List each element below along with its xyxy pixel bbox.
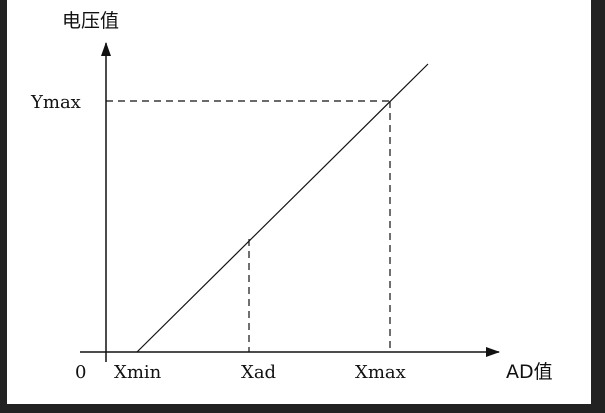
xmax-label: Xmax [355, 362, 406, 383]
xad-label: Xad [241, 362, 276, 383]
xmin-label: Xmin [114, 362, 162, 383]
diagram-panel: 电压值 AD值 0 Ymax Xmin Xad Xmax [7, 0, 591, 404]
x-axis-label: AD值 [506, 361, 553, 383]
origin-label: 0 [75, 362, 86, 383]
calibration-diagram: 电压值 AD值 0 Ymax Xmin Xad Xmax [30, 10, 553, 383]
conversion-line [136, 63, 429, 353]
ymax-label: Ymax [30, 92, 81, 113]
y-axis-label: 电压值 [62, 10, 119, 32]
